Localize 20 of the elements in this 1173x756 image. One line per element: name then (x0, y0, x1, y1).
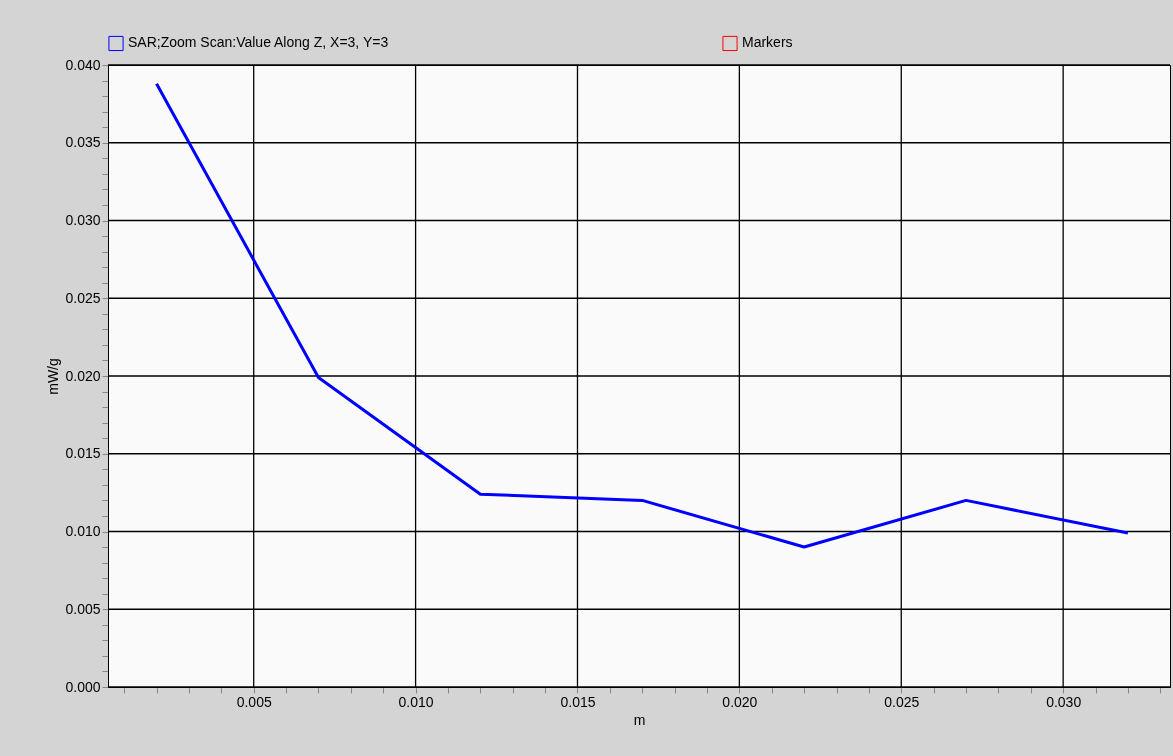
x-tick-label: 0.030 (1046, 693, 1082, 710)
x-tick-label: 0.020 (722, 693, 758, 710)
x-tick-label: 0.010 (398, 693, 434, 710)
legend-label: SAR;Zoom Scan:Value Along Z, X=3, Y=3 (128, 34, 389, 51)
y-tick-label: 0.020 (65, 367, 101, 384)
y-tick-label: 0.040 (65, 56, 101, 73)
x-tick-label: 0.005 (236, 693, 272, 710)
y-tick-label: 0.000 (65, 678, 101, 695)
y-tick-label: 0.015 (65, 445, 101, 462)
y-tick-label: 0.005 (65, 600, 101, 617)
legend-label: Markers (742, 34, 793, 51)
y-tick-label: 0.010 (65, 523, 101, 539)
y-axis-title: mW/g (45, 358, 62, 395)
y-tick-label: 0.030 (65, 212, 101, 228)
x-tick-label: 0.025 (884, 693, 920, 710)
y-tick-label: 0.025 (65, 289, 101, 306)
y-tick-label: 0.035 (65, 134, 101, 151)
x-axis-title: m (633, 711, 646, 728)
x-tick-label: 0.015 (560, 693, 596, 710)
line-series (155, 82, 1130, 549)
